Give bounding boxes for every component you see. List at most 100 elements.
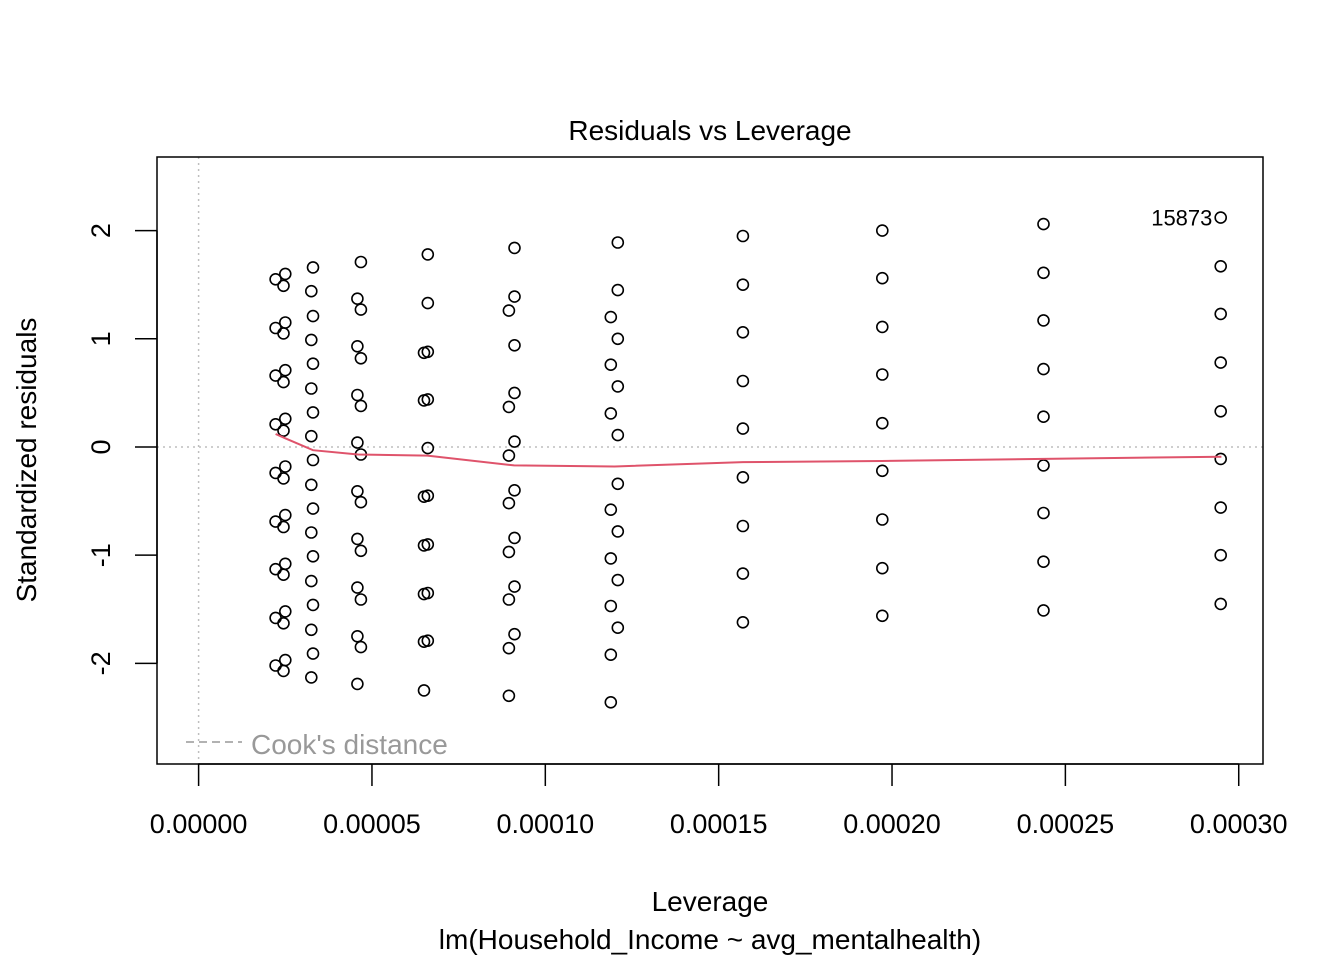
- data-point: [354, 495, 368, 509]
- data-point: [417, 684, 431, 697]
- points-layer: [269, 211, 1227, 709]
- data-point: [502, 400, 516, 414]
- point-labels-layer: 15873: [1151, 206, 1212, 231]
- data-point: [351, 292, 364, 306]
- y-axis-label: Standardized residuals: [11, 318, 42, 603]
- data-point: [354, 544, 368, 558]
- data-point: [508, 241, 521, 255]
- data-point: [736, 374, 750, 388]
- data-point: [611, 525, 625, 538]
- data-point: [1037, 410, 1050, 424]
- data-point: [277, 616, 290, 630]
- data-point: [508, 483, 521, 497]
- data-point: [277, 327, 290, 340]
- data-point: [875, 464, 889, 478]
- data-point: [1214, 452, 1227, 466]
- x-tick-label: 0.00005: [323, 809, 421, 839]
- data-point: [351, 629, 364, 643]
- data-point: [306, 261, 320, 274]
- data-point: [351, 436, 364, 449]
- x-tick-label: 0.00015: [670, 809, 768, 839]
- data-point: [417, 346, 431, 360]
- data-point: [502, 304, 516, 317]
- x-tick-label: 0.00000: [150, 809, 248, 839]
- data-point: [502, 641, 516, 655]
- x-tick-label: 0.00020: [843, 809, 941, 839]
- x-tick-label: 0.00010: [497, 809, 595, 839]
- data-point: [611, 477, 625, 491]
- data-point: [875, 416, 889, 430]
- data-point: [277, 279, 290, 293]
- data-point: [502, 449, 516, 462]
- cooks-distance-legend-label: Cook's distance: [251, 729, 448, 760]
- data-point: [1037, 217, 1050, 231]
- data-point: [417, 394, 431, 407]
- data-point: [736, 325, 750, 339]
- y-tick-label: 0: [86, 439, 116, 454]
- data-point: [417, 635, 431, 649]
- data-point: [351, 484, 364, 498]
- data-point: [269, 369, 282, 382]
- data-point: [354, 399, 368, 413]
- data-point: [1037, 314, 1050, 327]
- data-point: [875, 513, 889, 526]
- data-point: [304, 333, 318, 347]
- data-point: [611, 332, 625, 346]
- data-point: [304, 429, 318, 443]
- data-point: [277, 664, 290, 678]
- data-point: [278, 460, 292, 473]
- data-point: [611, 236, 625, 249]
- data-point: [611, 621, 625, 635]
- data-point: [875, 271, 889, 285]
- data-point: [502, 593, 516, 606]
- data-point: [1214, 211, 1227, 224]
- data-point: [306, 309, 320, 323]
- data-point: [611, 428, 625, 442]
- data-point: [508, 531, 521, 545]
- data-point: [736, 567, 750, 580]
- data-point: [1214, 307, 1227, 321]
- data-point: [354, 303, 368, 316]
- data-point: [354, 640, 368, 654]
- data-point: [304, 671, 318, 684]
- data-point: [604, 310, 618, 324]
- data-point: [354, 593, 368, 606]
- data-point: [304, 382, 318, 395]
- data-point: [1214, 548, 1227, 562]
- data-point: [306, 502, 320, 515]
- data-point: [306, 406, 320, 419]
- data-point: [417, 539, 431, 552]
- data-point: [1214, 356, 1227, 369]
- cooks-distance-legend: Cook's distance: [186, 729, 448, 760]
- data-point: [736, 519, 750, 533]
- data-point: [306, 357, 320, 371]
- data-point: [1037, 362, 1050, 376]
- data-point: [875, 368, 889, 381]
- smooth-trend-line: [275, 433, 1222, 468]
- model-formula-subtitle: lm(Household_Income ~ avg_mentalhealth): [439, 924, 981, 955]
- data-point: [604, 695, 618, 709]
- data-point: [278, 605, 292, 618]
- data-point: [304, 574, 318, 588]
- data-point: [278, 267, 292, 281]
- data-point: [1214, 259, 1227, 273]
- data-point: [611, 380, 625, 393]
- data-point: [1037, 604, 1050, 617]
- data-point: [508, 627, 521, 641]
- data-point: [351, 388, 364, 402]
- data-point: [354, 351, 368, 365]
- data-point: [1214, 501, 1227, 514]
- data-point: [1037, 555, 1050, 569]
- data-point: [421, 248, 435, 261]
- data-point: [417, 587, 431, 601]
- data-point: [421, 296, 435, 310]
- data-point: [604, 552, 618, 565]
- data-point: [736, 422, 750, 435]
- data-point: [611, 573, 625, 587]
- data-point: [604, 407, 618, 420]
- data-point: [277, 375, 290, 389]
- data-point: [875, 320, 889, 334]
- data-point: [875, 609, 889, 623]
